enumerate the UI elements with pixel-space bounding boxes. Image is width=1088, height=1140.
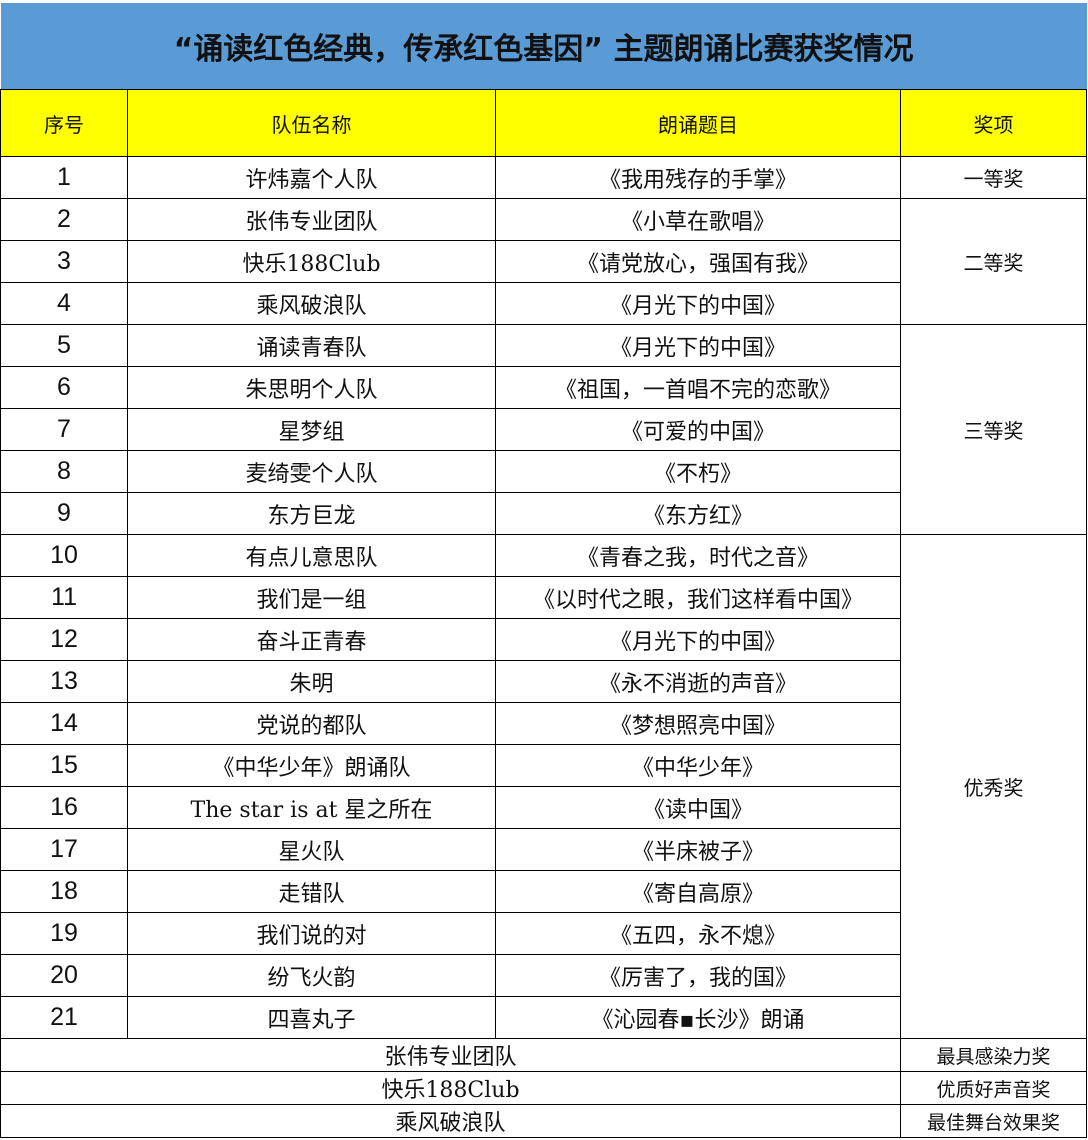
header-no[interactable]: 序号	[0, 89, 128, 157]
team-name[interactable]: 有点儿意思队	[127, 534, 496, 577]
recitation-title[interactable]: 《小草在歌唱》	[495, 198, 901, 241]
recitation-title[interactable]: 《可爱的中国》	[495, 408, 901, 451]
team-name[interactable]: 我们是一组	[127, 576, 496, 619]
row-number[interactable]: 13	[0, 660, 128, 703]
table-row: 19 我们说的对 《五四，永不熄》	[0, 912, 1087, 955]
table-row: 9 东方巨龙 《东方红》	[0, 492, 1087, 535]
table-row: 4 乘风破浪队 《月光下的中国》	[0, 282, 1087, 325]
sheet-title[interactable]: “诵读红色经典，传承红色基因” 主题朗诵比赛获奖情况	[0, 3, 1087, 90]
table-row: 14 党说的都队 《梦想照亮中国》	[0, 702, 1087, 745]
row-number[interactable]: 21	[0, 996, 128, 1039]
recitation-title[interactable]: 《东方红》	[495, 492, 901, 535]
table-row: 7 星梦组 《可爱的中国》	[0, 408, 1087, 451]
row-number[interactable]: 1	[0, 156, 128, 199]
table-row: 18 走错队 《寄自高原》	[0, 870, 1087, 913]
recitation-title[interactable]: 《青春之我，时代之音》	[495, 534, 901, 577]
team-name[interactable]: 纷飞火韵	[127, 954, 496, 997]
team-name[interactable]: 星火队	[127, 828, 496, 871]
table-row: 6 朱思明个人队 《祖国，一首唱不完的恋歌》	[0, 366, 1087, 409]
team-name[interactable]: 奋斗正青春	[127, 618, 496, 661]
row-number[interactable]: 20	[0, 954, 128, 997]
team-name[interactable]: 四喜丸子	[127, 996, 496, 1039]
row-number[interactable]: 12	[0, 618, 128, 661]
row-number[interactable]: 16	[0, 786, 128, 829]
table-row: 15 《中华少年》朗诵队 《中华少年》	[0, 744, 1087, 787]
special-award-name[interactable]: 最佳舞台效果奖	[899, 1104, 1088, 1138]
award-cell[interactable]: 优秀奖	[899, 534, 1088, 1039]
recitation-title[interactable]: 《读中国》	[495, 786, 901, 829]
row-number[interactable]: 10	[0, 534, 128, 577]
recitation-title[interactable]: 《梦想照亮中国》	[495, 702, 901, 745]
special-award-team[interactable]: 乘风破浪队	[0, 1104, 901, 1138]
special-award-team[interactable]: 张伟专业团队	[0, 1038, 901, 1072]
team-name[interactable]: 乘风破浪队	[127, 282, 496, 325]
award-table: “诵读红色经典，传承红色基因” 主题朗诵比赛获奖情况 序号 队伍名称 朗诵题目 …	[0, 3, 1088, 1138]
row-number[interactable]: 7	[0, 408, 128, 451]
row-number[interactable]: 15	[0, 744, 128, 787]
recitation-title[interactable]: 《永不消逝的声音》	[495, 660, 901, 703]
recitation-title[interactable]: 《半床被子》	[495, 828, 901, 871]
recitation-title[interactable]: 《寄自高原》	[495, 870, 901, 913]
recitation-title[interactable]: 《祖国，一首唱不完的恋歌》	[495, 366, 901, 409]
table-row: 10 有点儿意思队 《青春之我，时代之音》 优秀奖	[0, 534, 1088, 1039]
team-name[interactable]: 麦绮雯个人队	[127, 450, 496, 493]
table-row: 2 张伟专业团队 《小草在歌唱》 二等奖	[0, 198, 1088, 325]
row-number[interactable]: 11	[0, 576, 128, 619]
team-name[interactable]: 我们说的对	[127, 912, 496, 955]
row-number[interactable]: 19	[0, 912, 128, 955]
team-name[interactable]: 许炜嘉个人队	[127, 156, 496, 199]
row-number[interactable]: 2	[0, 198, 128, 241]
row-number[interactable]: 5	[0, 324, 128, 367]
table-row: 11 我们是一组 《以时代之眼，我们这样看中国》	[0, 576, 1087, 619]
team-name[interactable]: 诵读青春队	[127, 324, 496, 367]
team-name[interactable]: 党说的都队	[127, 702, 496, 745]
recitation-title[interactable]: 《厉害了，我的国》	[495, 954, 901, 997]
special-award-row: 乘风破浪队 最佳舞台效果奖	[0, 1104, 1088, 1138]
recitation-title[interactable]: 《请党放心，强国有我》	[495, 240, 901, 283]
row-number[interactable]: 17	[0, 828, 128, 871]
award-cell[interactable]: 三等奖	[899, 324, 1088, 535]
recitation-title[interactable]: 《以时代之眼，我们这样看中国》	[495, 576, 901, 619]
award-cell[interactable]: 二等奖	[899, 198, 1088, 325]
row-number[interactable]: 18	[0, 870, 128, 913]
team-name[interactable]: 快乐188Club	[127, 240, 496, 283]
team-name[interactable]: 朱明	[127, 660, 496, 703]
recitation-title[interactable]: 《沁园春▪长沙》朗诵	[495, 996, 901, 1039]
table-row: 5 诵读青春队 《月光下的中国》 三等奖	[0, 324, 1088, 535]
special-award-row: 张伟专业团队 最具感染力奖	[0, 1038, 1088, 1072]
table-row: 21 四喜丸子 《沁园春▪长沙》朗诵	[0, 996, 1087, 1039]
recitation-title[interactable]: 《月光下的中国》	[495, 324, 901, 367]
team-name[interactable]: 朱思明个人队	[127, 366, 496, 409]
row-number[interactable]: 8	[0, 450, 128, 493]
team-name[interactable]: The star is at 星之所在	[127, 786, 496, 829]
recitation-title[interactable]: 《月光下的中国》	[495, 618, 901, 661]
team-name[interactable]: 走错队	[127, 870, 496, 913]
table-row: 13 朱明 《永不消逝的声音》	[0, 660, 1087, 703]
award-cell[interactable]: 一等奖	[899, 156, 1088, 199]
special-award-row: 快乐188Club 优质好声音奖	[0, 1071, 1088, 1105]
team-name[interactable]: 星梦组	[127, 408, 496, 451]
table-row: 1 许炜嘉个人队 《我用残存的手掌》 一等奖	[0, 156, 1088, 199]
special-award-name[interactable]: 最具感染力奖	[899, 1038, 1088, 1072]
header-award[interactable]: 奖项	[899, 89, 1088, 157]
header-team[interactable]: 队伍名称	[127, 89, 496, 157]
team-name[interactable]: 张伟专业团队	[127, 198, 496, 241]
recitation-title[interactable]: 《月光下的中国》	[495, 282, 901, 325]
recitation-title[interactable]: 《不朽》	[495, 450, 901, 493]
team-name[interactable]: 《中华少年》朗诵队	[127, 744, 496, 787]
team-name[interactable]: 东方巨龙	[127, 492, 496, 535]
header-piece[interactable]: 朗诵题目	[495, 89, 901, 157]
recitation-title[interactable]: 《中华少年》	[495, 744, 901, 787]
row-number[interactable]: 6	[0, 366, 128, 409]
recitation-title[interactable]: 《我用残存的手掌》	[495, 156, 901, 199]
special-award-team[interactable]: 快乐188Club	[0, 1071, 901, 1105]
recitation-title[interactable]: 《五四，永不熄》	[495, 912, 901, 955]
row-number[interactable]: 4	[0, 282, 128, 325]
row-number[interactable]: 9	[0, 492, 128, 535]
row-number[interactable]: 14	[0, 702, 128, 745]
table-row: 3 快乐188Club 《请党放心，强国有我》	[0, 240, 1087, 283]
special-award-name[interactable]: 优质好声音奖	[899, 1071, 1088, 1105]
table-row: 17 星火队 《半床被子》	[0, 828, 1087, 871]
row-number[interactable]: 3	[0, 240, 128, 283]
